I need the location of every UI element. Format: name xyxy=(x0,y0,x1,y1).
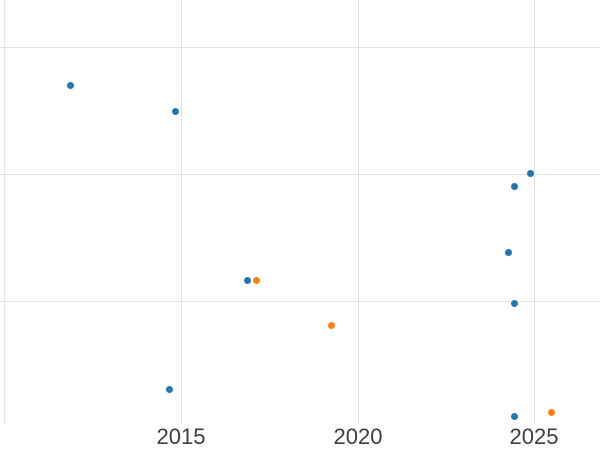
data-point-blue-series xyxy=(171,107,179,115)
data-point-blue-series xyxy=(510,413,518,420)
x-tick-label: 2020 xyxy=(333,424,383,449)
data-point-blue-series xyxy=(166,385,173,393)
data-point-orange-series xyxy=(327,321,335,329)
y-gridline xyxy=(0,300,600,302)
y-gridline xyxy=(0,173,600,175)
x-gridline xyxy=(533,0,535,424)
data-point-blue-series xyxy=(511,183,518,190)
x-tick-label: 2025 xyxy=(509,424,559,449)
data-point-blue-series xyxy=(527,170,534,177)
data-point-orange-series xyxy=(548,408,555,416)
data-point-blue-series xyxy=(244,277,251,284)
x-tick-label: 2015 xyxy=(156,424,206,449)
data-point-blue-series xyxy=(66,82,74,89)
x-gridline xyxy=(4,0,5,424)
data-point-blue-series xyxy=(511,299,518,307)
y-gridline xyxy=(0,46,600,48)
x-gridline xyxy=(180,0,182,424)
data-point-orange-series xyxy=(253,277,260,284)
data-point-blue-series xyxy=(505,249,512,256)
x-gridline xyxy=(357,0,359,424)
